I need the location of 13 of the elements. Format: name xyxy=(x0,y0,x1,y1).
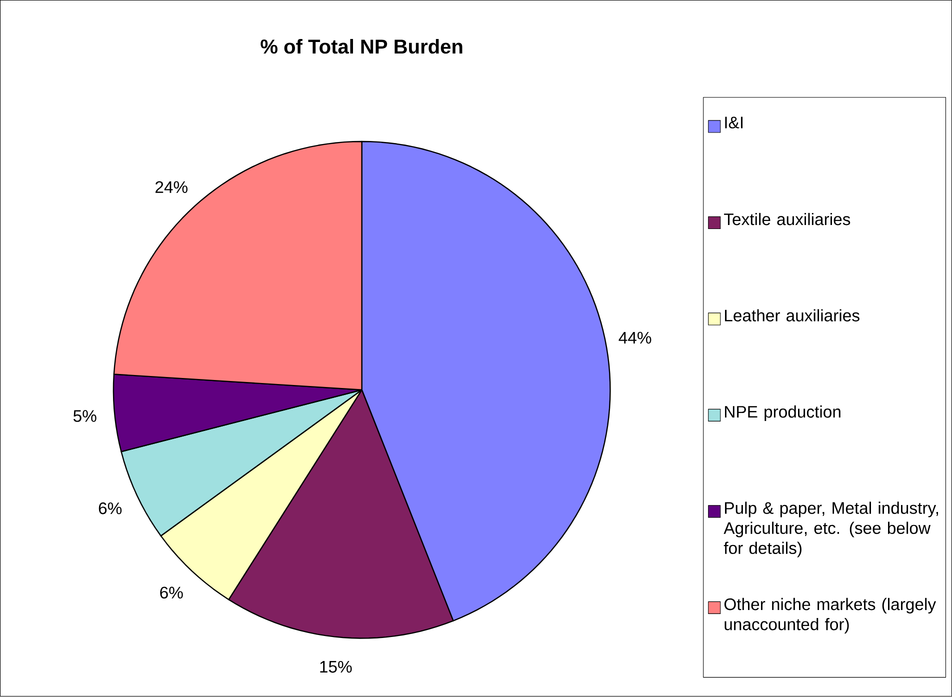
chart-title: % of Total NP Burden xyxy=(260,39,462,54)
data-label: 44% xyxy=(618,332,652,344)
data-label: 15% xyxy=(320,661,352,673)
legend-label: Pulp & paper, Metal industry, Agriculture, etc. (see below for details) xyxy=(724,502,938,558)
legend-label: NPE production xyxy=(725,406,840,422)
data-label: 6% xyxy=(160,586,183,599)
legend-label: Leather auxiliaries xyxy=(725,309,860,322)
data-label: 6% xyxy=(98,502,122,514)
legend-label: Textile auxiliaries xyxy=(724,213,850,226)
data-label: 5% xyxy=(73,410,96,422)
data-label: 24% xyxy=(156,181,188,194)
legend-label: Other niche markets (largely unaccounted for) xyxy=(724,598,936,634)
legend-label: I&I xyxy=(725,116,743,129)
